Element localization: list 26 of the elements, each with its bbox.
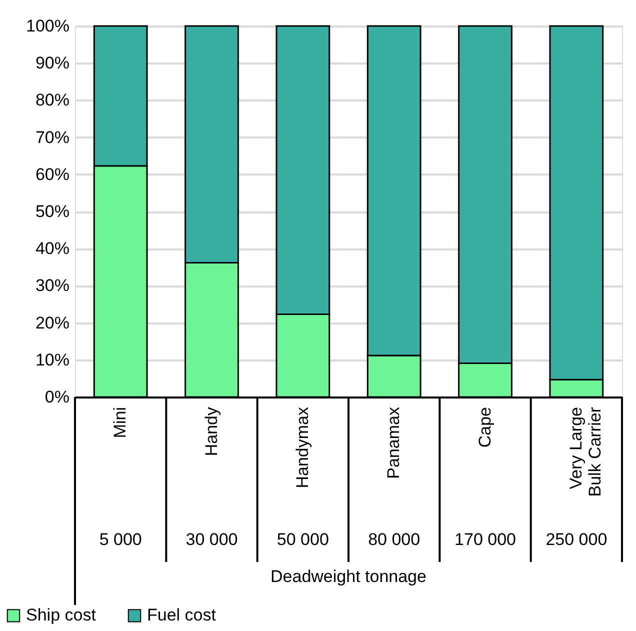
y-tick-label: 40% xyxy=(35,239,70,258)
y-tick-label: 50% xyxy=(35,202,70,221)
x-tick-label: Very Large Bulk Carrier xyxy=(566,406,604,497)
x-tick-label: Handy xyxy=(202,406,221,456)
x-tick-label: Mini xyxy=(110,407,130,438)
y-tick-label: 20% xyxy=(35,313,70,332)
y-tick-label: 90% xyxy=(35,54,70,73)
legend-label: Ship cost xyxy=(26,606,96,625)
y-tick-label: 100% xyxy=(26,16,70,36)
x-tick-label: Handymax xyxy=(292,406,312,488)
text: 80 000 xyxy=(368,530,420,549)
text: 250 000 xyxy=(546,530,608,549)
y-tick-label: 30% xyxy=(35,276,70,296)
text: 170 000 xyxy=(454,530,516,549)
y-tick-label: 80% xyxy=(35,90,70,110)
text: 30 000 xyxy=(186,530,238,549)
x-tick-label: Cape xyxy=(475,407,494,448)
y-tick-label: 60% xyxy=(35,164,70,184)
y-tick-label: 10% xyxy=(35,350,70,370)
text: 5 000 xyxy=(99,530,142,549)
x-axis-title: Deadweight tonnage xyxy=(270,567,426,586)
x-tick-label: Panamax xyxy=(384,406,404,479)
text: 50 000 xyxy=(276,530,329,549)
legend-label: Fuel cost xyxy=(147,606,216,625)
y-tick-label: 70% xyxy=(35,128,70,147)
y-tick-label: 0% xyxy=(44,388,70,406)
